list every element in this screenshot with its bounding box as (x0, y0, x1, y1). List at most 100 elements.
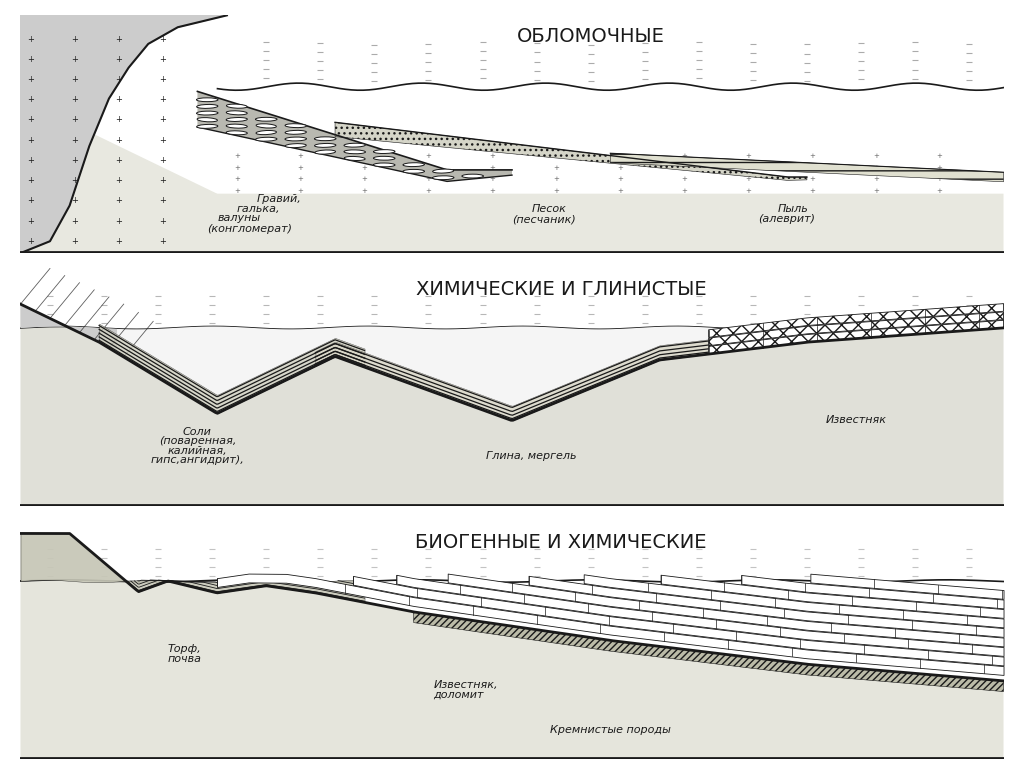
Ellipse shape (256, 130, 276, 135)
Text: +: + (361, 188, 368, 194)
Text: гипс,ангидрит),: гипс,ангидрит), (151, 456, 245, 466)
Text: +: + (160, 95, 167, 104)
Text: +: + (116, 95, 122, 104)
Text: +: + (27, 35, 34, 44)
Text: +: + (116, 216, 122, 225)
Text: +: + (160, 156, 167, 165)
Ellipse shape (285, 130, 306, 134)
Text: +: + (745, 188, 751, 194)
Ellipse shape (197, 111, 218, 115)
Text: +: + (809, 153, 815, 159)
Ellipse shape (432, 176, 454, 179)
Text: +: + (160, 136, 167, 145)
Ellipse shape (255, 117, 278, 121)
Text: +: + (116, 116, 122, 124)
Ellipse shape (226, 104, 247, 108)
Text: +: + (872, 153, 879, 159)
Text: +: + (71, 196, 78, 206)
Ellipse shape (197, 124, 218, 128)
Text: доломит: доломит (433, 690, 484, 700)
Text: +: + (745, 176, 751, 183)
Ellipse shape (197, 98, 218, 102)
Text: +: + (681, 153, 687, 159)
Text: +: + (937, 188, 942, 194)
Ellipse shape (403, 163, 424, 166)
Text: +: + (809, 176, 815, 183)
Text: +: + (681, 176, 687, 183)
Text: +: + (27, 156, 34, 165)
Text: валуны: валуны (217, 213, 260, 223)
Text: +: + (160, 75, 167, 84)
Ellipse shape (314, 137, 336, 140)
Ellipse shape (197, 117, 217, 122)
Text: +: + (298, 176, 303, 183)
Text: +: + (71, 75, 78, 84)
Ellipse shape (344, 150, 366, 153)
Text: калийная,: калийная, (168, 446, 227, 456)
Text: +: + (809, 188, 815, 194)
Text: +: + (872, 164, 879, 170)
Text: +: + (27, 95, 34, 104)
Text: +: + (426, 176, 431, 183)
Text: +: + (298, 164, 303, 170)
Text: +: + (71, 156, 78, 165)
Ellipse shape (226, 131, 248, 135)
Text: галька,: галька, (237, 203, 281, 213)
Text: +: + (681, 188, 687, 194)
Ellipse shape (314, 143, 336, 147)
Text: Соли: Соли (183, 427, 212, 437)
Text: +: + (27, 237, 34, 245)
Text: +: + (160, 54, 167, 64)
Text: +: + (160, 35, 167, 44)
Text: +: + (27, 196, 34, 206)
Text: Известняк: Известняк (825, 415, 887, 425)
Text: +: + (553, 176, 559, 183)
Text: +: + (116, 54, 122, 64)
Ellipse shape (432, 169, 454, 173)
Text: +: + (116, 35, 122, 44)
Text: +: + (116, 136, 122, 145)
Text: +: + (489, 176, 496, 183)
Text: +: + (27, 54, 34, 64)
Text: +: + (553, 153, 559, 159)
Text: Глина, мергель: Глина, мергель (486, 451, 577, 461)
Text: +: + (27, 136, 34, 145)
Text: +: + (233, 188, 240, 194)
Text: +: + (617, 153, 623, 159)
Text: +: + (872, 188, 879, 194)
Text: +: + (233, 164, 240, 170)
Text: +: + (681, 164, 687, 170)
Text: +: + (426, 153, 431, 159)
Text: +: + (71, 176, 78, 185)
Text: +: + (160, 196, 167, 206)
Text: (песчаник): (песчаник) (512, 214, 575, 224)
Ellipse shape (374, 150, 395, 153)
Text: +: + (937, 153, 942, 159)
Text: +: + (160, 176, 167, 185)
Text: +: + (937, 176, 942, 183)
Text: +: + (27, 116, 34, 124)
Text: +: + (27, 216, 34, 225)
Text: +: + (116, 156, 122, 165)
Ellipse shape (374, 163, 395, 166)
Text: +: + (71, 54, 78, 64)
Ellipse shape (226, 124, 248, 128)
Text: Известняк,: Известняк, (433, 680, 498, 690)
Text: +: + (116, 237, 122, 245)
Ellipse shape (197, 104, 218, 108)
Text: почва: почва (168, 653, 202, 664)
Polygon shape (20, 15, 227, 253)
Text: +: + (233, 176, 240, 183)
Text: +: + (617, 176, 623, 183)
Text: +: + (745, 164, 751, 170)
Text: (поваренная,: (поваренная, (159, 436, 237, 446)
Text: +: + (937, 164, 942, 170)
Text: +: + (71, 116, 78, 124)
Text: +: + (872, 176, 879, 183)
Text: +: + (361, 176, 368, 183)
Text: БИОГЕННЫЕ И ХИМИЧЕСКИЕ: БИОГЕННЫЕ И ХИМИЧЕСКИЕ (416, 534, 707, 552)
Ellipse shape (256, 123, 276, 128)
Ellipse shape (402, 170, 425, 173)
Text: +: + (71, 95, 78, 104)
Text: +: + (809, 164, 815, 170)
